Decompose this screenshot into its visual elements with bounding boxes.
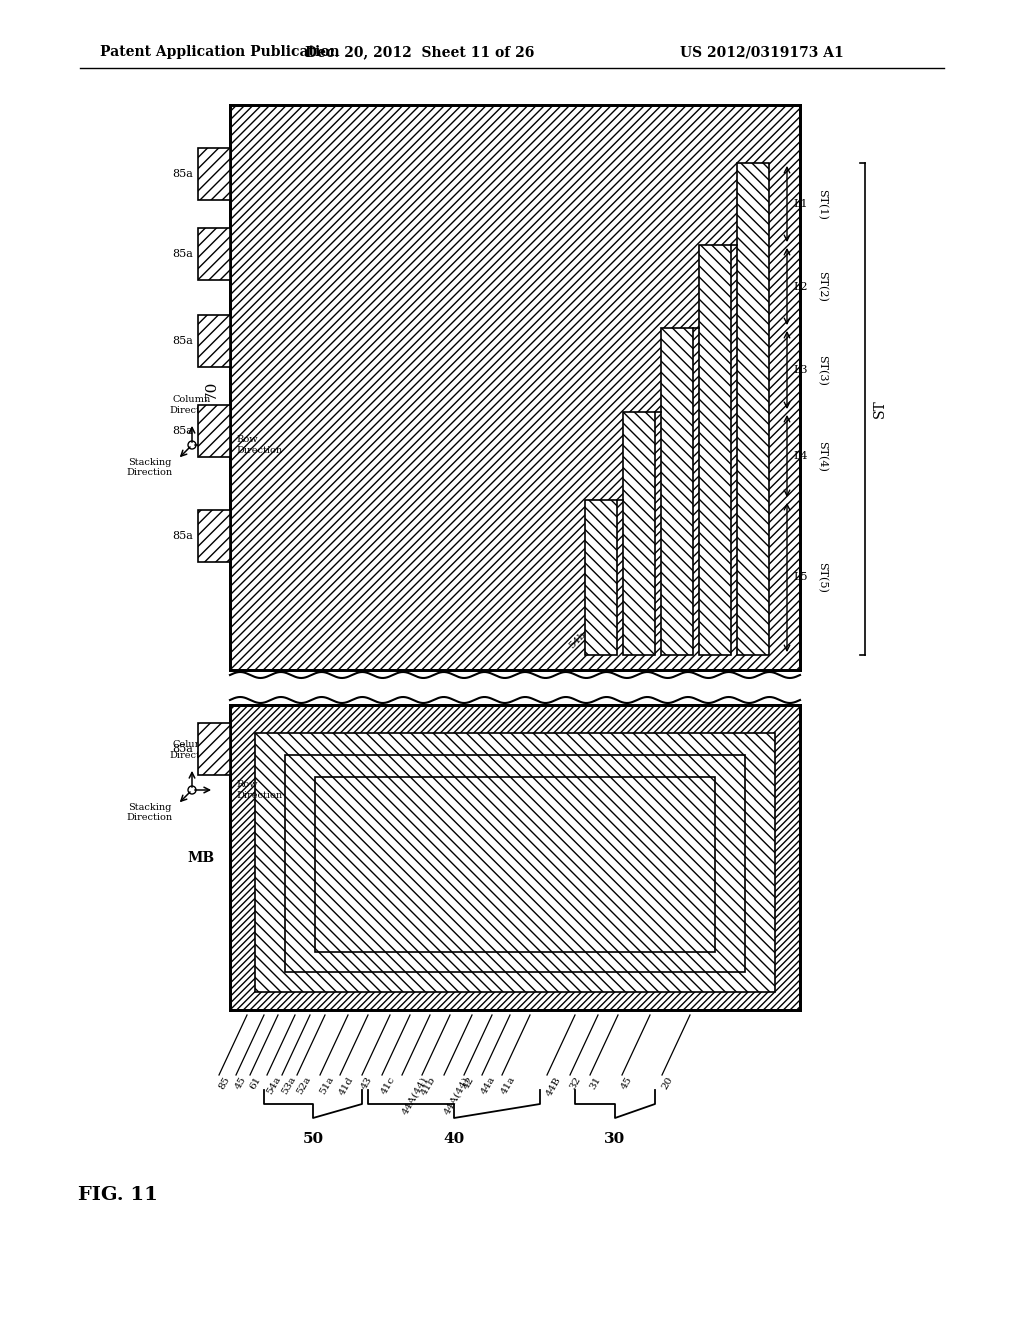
Text: 52b: 52b: [621, 610, 641, 630]
Text: 54a: 54a: [265, 1074, 283, 1097]
Text: 70: 70: [205, 380, 219, 400]
Bar: [315, 777, 715, 952]
Text: 85a: 85a: [172, 249, 193, 259]
Bar: [285, 755, 745, 972]
Text: FIG. 11: FIG. 11: [78, 1185, 158, 1204]
Text: L4: L4: [793, 451, 808, 461]
Text: 30: 30: [604, 1133, 626, 1146]
Bar: [198, 723, 230, 775]
Text: ST(5): ST(5): [817, 562, 827, 593]
Text: L5: L5: [793, 573, 808, 582]
Bar: [198, 405, 230, 457]
Text: 45: 45: [620, 1074, 635, 1090]
Text: ST(2): ST(2): [817, 271, 827, 302]
Text: 85a: 85a: [172, 169, 193, 180]
Text: 53b: 53b: [589, 618, 609, 639]
Text: 85a: 85a: [172, 531, 193, 541]
Text: 44a: 44a: [480, 1074, 498, 1097]
Text: 44B: 44B: [545, 1074, 563, 1097]
Text: 53a: 53a: [280, 1074, 298, 1097]
Text: US 2012/0319173 A1: US 2012/0319173 A1: [680, 45, 844, 59]
Text: 41b: 41b: [420, 1074, 438, 1097]
Text: Dec. 20, 2012  Sheet 11 of 26: Dec. 20, 2012 Sheet 11 of 26: [305, 45, 535, 59]
Text: 54b: 54b: [567, 630, 588, 651]
Bar: [662, 327, 693, 655]
Bar: [198, 510, 230, 562]
Text: 44A(44): 44A(44): [400, 1074, 429, 1117]
Text: 31: 31: [588, 1074, 602, 1090]
Text: 85a: 85a: [172, 744, 193, 754]
Text: 52a: 52a: [295, 1074, 312, 1097]
Bar: [198, 228, 230, 280]
Bar: [255, 733, 775, 993]
Text: 51b: 51b: [637, 599, 657, 620]
Text: 51a: 51a: [318, 1074, 336, 1097]
Text: 20: 20: [660, 1074, 675, 1090]
Bar: [230, 705, 800, 1010]
Bar: [699, 246, 731, 655]
Text: 50: 50: [302, 1133, 324, 1146]
Bar: [230, 106, 800, 671]
Bar: [623, 412, 655, 655]
Text: L3: L3: [793, 366, 808, 375]
Text: 85a: 85a: [172, 337, 193, 346]
Text: 42: 42: [462, 1074, 476, 1090]
Text: 41d: 41d: [338, 1074, 355, 1097]
Text: Stacking
Direction: Stacking Direction: [127, 803, 173, 822]
Text: 43: 43: [360, 1074, 375, 1090]
Text: ST(3): ST(3): [817, 355, 827, 385]
Text: ST: ST: [873, 400, 887, 418]
Text: L2: L2: [793, 281, 808, 292]
Text: MB: MB: [187, 850, 215, 865]
Text: Stacking
Direction: Stacking Direction: [127, 458, 173, 477]
Text: ST(1): ST(1): [817, 189, 827, 219]
Text: Column
Direction: Column Direction: [169, 395, 215, 414]
Text: Row
Direction: Row Direction: [236, 780, 283, 800]
Text: Patent Application Publication: Patent Application Publication: [100, 45, 340, 59]
Bar: [585, 500, 617, 655]
Text: Column
Direction: Column Direction: [169, 741, 215, 760]
Text: ST(4): ST(4): [817, 441, 827, 471]
Bar: [198, 315, 230, 367]
Text: 85a: 85a: [172, 426, 193, 436]
Bar: [198, 148, 230, 201]
Text: 61: 61: [248, 1074, 262, 1090]
Text: L1: L1: [793, 199, 808, 209]
Text: 45: 45: [234, 1074, 249, 1090]
Text: Row
Direction: Row Direction: [236, 436, 283, 454]
Text: 44A(44): 44A(44): [442, 1074, 471, 1117]
Text: 85: 85: [217, 1074, 231, 1090]
Text: 41c: 41c: [380, 1074, 397, 1096]
Text: 40: 40: [443, 1133, 465, 1146]
Text: 41a: 41a: [500, 1074, 517, 1097]
Text: 32: 32: [568, 1074, 583, 1090]
Bar: [737, 162, 769, 655]
